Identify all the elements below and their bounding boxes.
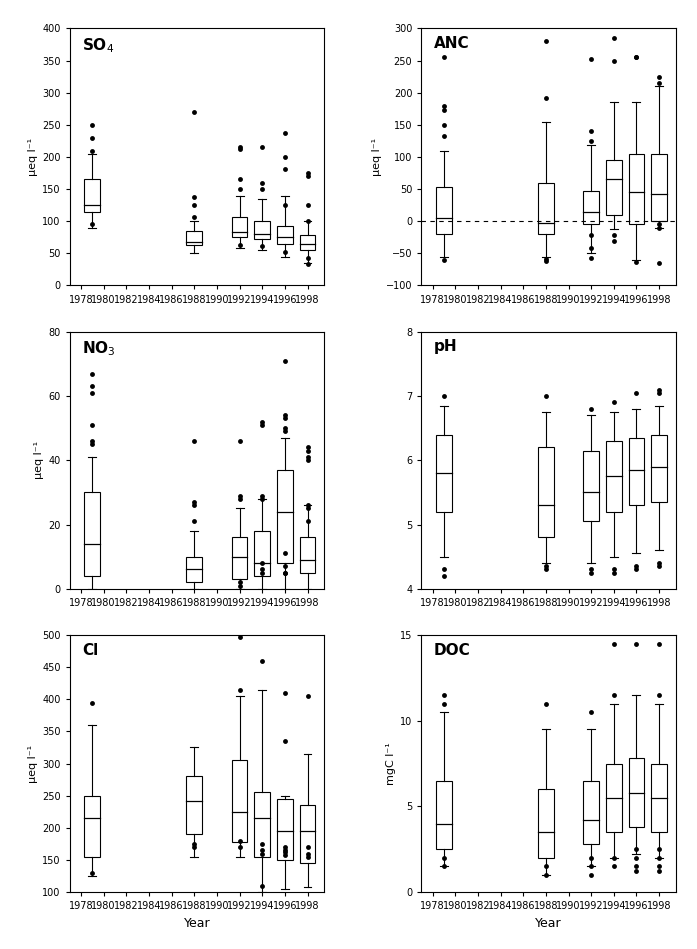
Text: Cl: Cl [82,642,99,658]
Bar [231,216,247,237]
Bar [84,795,100,857]
Bar [277,226,293,244]
Y-axis label: μeq l⁻¹: μeq l⁻¹ [28,744,38,783]
Bar [538,447,554,537]
Bar [651,154,667,221]
Text: pH: pH [434,340,458,355]
Y-axis label: μeq l⁻¹: μeq l⁻¹ [372,138,382,177]
Bar [300,806,316,864]
Bar [651,764,667,832]
Bar [254,221,270,239]
Bar [583,781,599,844]
Text: DOC: DOC [434,642,470,658]
Bar [186,776,202,834]
Bar [538,790,554,858]
Y-axis label: mgC l⁻¹: mgC l⁻¹ [385,742,396,785]
Bar [186,231,202,245]
Bar [300,537,316,572]
Bar [84,179,100,212]
Bar [254,530,270,576]
Bar [606,764,622,832]
Bar [277,799,293,860]
Bar [231,537,247,579]
Bar [254,792,270,857]
X-axis label: Year: Year [535,917,562,930]
Bar [436,187,452,234]
Bar [606,441,622,512]
Bar [629,437,645,505]
Bar [651,435,667,502]
Y-axis label: μeq l⁻¹: μeq l⁻¹ [34,441,44,479]
Bar [583,191,599,225]
X-axis label: Year: Year [184,917,210,930]
Bar [436,435,452,512]
Bar [583,451,599,521]
Bar [629,155,645,225]
Y-axis label: μeq l⁻¹: μeq l⁻¹ [28,138,38,177]
Bar [231,760,247,842]
Bar [186,557,202,583]
Bar [538,183,554,234]
Bar [436,781,452,849]
Bar [300,235,316,251]
Text: SO$_4$: SO$_4$ [82,36,114,55]
Text: NO$_3$: NO$_3$ [82,340,116,358]
Bar [629,758,645,827]
Bar [606,160,622,214]
Text: ANC: ANC [434,36,470,51]
Bar [84,493,100,576]
Bar [277,470,293,563]
